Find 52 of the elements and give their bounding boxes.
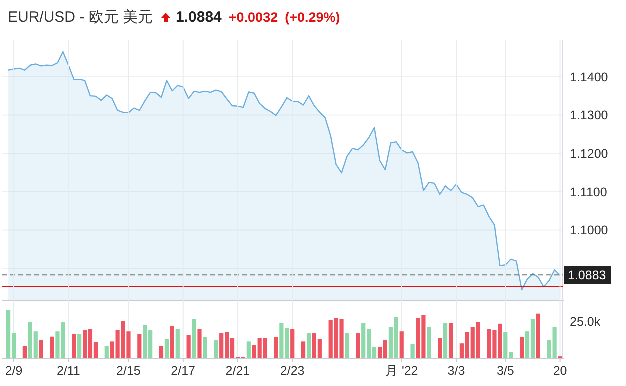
bar: [198, 329, 202, 358]
text: (+0.29%): [285, 10, 340, 25]
x-tick-label: 月 '22: [385, 364, 418, 378]
bar: [39, 340, 44, 358]
x-tick-label: 2/23: [280, 364, 305, 378]
bar: [138, 334, 142, 358]
bar: [427, 327, 432, 358]
x-tick-label: 2/15: [116, 364, 141, 378]
bar: [176, 329, 180, 358]
y-tick-label: 1.1000: [570, 224, 608, 238]
x-tick-label: 3/3: [448, 364, 466, 378]
bar: [306, 334, 312, 358]
y-tick-label: 1.1200: [570, 147, 608, 162]
bar: [520, 337, 524, 358]
bar: [356, 334, 360, 358]
chart-title: EUR/USD - 欧元 美元: [8, 9, 154, 26]
bar: [72, 334, 76, 358]
x-tick-label: 3/5: [496, 364, 514, 378]
bar: [159, 346, 164, 358]
bar: [50, 336, 54, 358]
bar: [536, 314, 540, 358]
bar: [164, 339, 170, 358]
y-tick-label: 1.1100: [570, 185, 608, 200]
bar: [290, 329, 295, 358]
bar: [192, 319, 196, 358]
text: +0.0032: [228, 10, 278, 25]
bar: [410, 344, 415, 358]
bar: [444, 323, 448, 358]
y-tick-label: 1.1300: [570, 108, 608, 123]
bar: [448, 323, 454, 358]
text: 1.0884: [176, 9, 223, 26]
x-tick-label: 20: [553, 364, 568, 378]
bar: [186, 335, 191, 358]
bar: [400, 332, 404, 358]
bar: [214, 340, 218, 358]
bar: [345, 334, 350, 358]
bar: [301, 342, 306, 358]
x-tick-label: 2/9: [5, 364, 23, 378]
x-tick-label: 2/21: [226, 364, 250, 378]
text: 25.0k: [570, 315, 602, 329]
bar: [274, 337, 278, 358]
ref-line-label: 1.0883: [568, 268, 606, 283]
bar: [438, 338, 442, 358]
bar: [170, 326, 174, 358]
bar: [203, 337, 208, 358]
bar: [246, 342, 251, 358]
bar: [78, 334, 82, 358]
x-tick-label: 2/11: [56, 364, 80, 378]
x-tick-label: 2/17: [171, 364, 196, 378]
y-tick-label: 1.1400: [570, 70, 608, 84]
bar: [104, 346, 109, 358]
bar: [22, 346, 27, 358]
